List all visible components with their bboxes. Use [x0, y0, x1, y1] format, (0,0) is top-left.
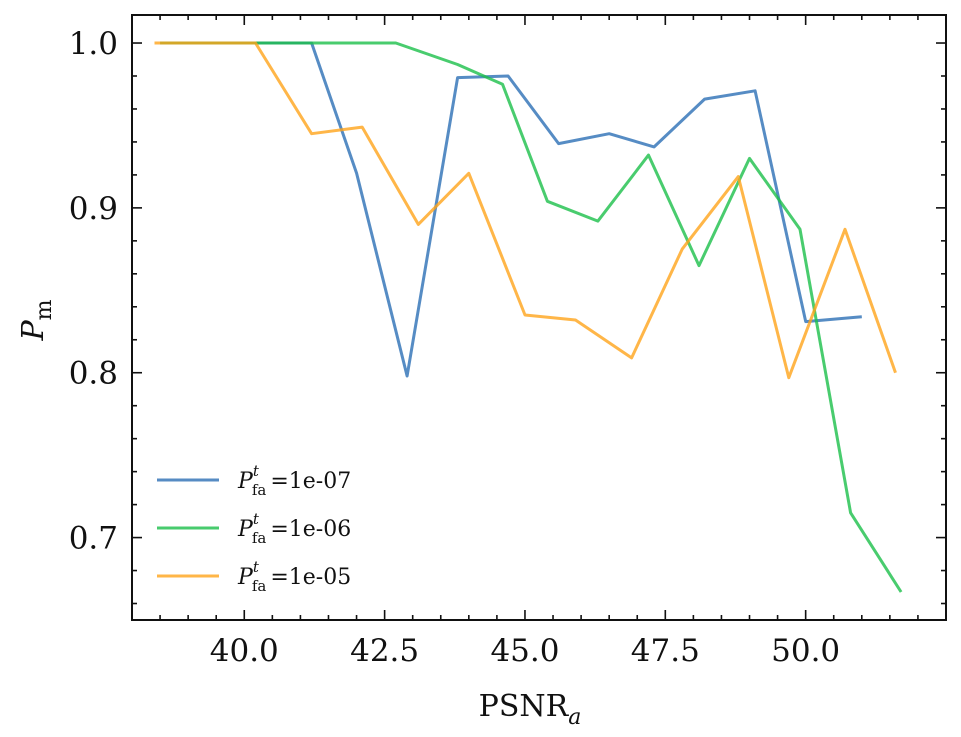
legend-symbol: P	[237, 565, 254, 590]
x-tick-label: 50.0	[771, 633, 840, 669]
y-axis-title-sub: m	[32, 299, 57, 320]
legend-label-1e-07: Pt fa =1e-07	[237, 462, 351, 499]
legend-value: =1e-07	[270, 469, 351, 494]
y-tick-label: 0.7	[69, 521, 118, 557]
legend-subscript: fa	[252, 577, 267, 595]
legend-subscript: fa	[252, 481, 267, 499]
legend-superscript: t	[253, 558, 260, 576]
legend-superscript: t	[253, 462, 260, 480]
x-axis-title: PSNRa	[479, 689, 582, 730]
y-axis-title: Pm	[16, 299, 57, 341]
plot-frame	[131, 14, 947, 621]
y-tick-label: 1.0	[69, 26, 118, 62]
x-axis-title-main: PSNR	[479, 689, 570, 724]
legend-value: =1e-06	[270, 517, 351, 542]
y-axis-title-main: P	[16, 320, 51, 342]
y-tick-label: 0.9	[69, 191, 118, 227]
x-tick-label: 45.0	[490, 633, 559, 669]
legend-label-1e-06: Pt fa =1e-06	[237, 510, 351, 547]
legend-symbol: P	[237, 517, 254, 542]
legend-symbol: P	[237, 469, 254, 494]
series-line-1e-05	[154, 41, 897, 380]
axis-ticks	[131, 15, 947, 620]
legend-superscript: t	[253, 510, 260, 528]
legend-label-1e-05: Pt fa =1e-05	[237, 558, 351, 595]
x-tick-label: 40.0	[210, 633, 279, 669]
x-axis-title-sub: a	[568, 705, 581, 730]
series-layer	[154, 41, 903, 593]
series-line-1e-07	[160, 41, 862, 378]
x-tick-label: 47.5	[631, 633, 700, 669]
x-tick-label: 42.5	[350, 633, 419, 669]
y-tick-label: 0.8	[69, 356, 118, 392]
legend-value: =1e-05	[270, 565, 351, 590]
legend-subscript: fa	[252, 529, 267, 547]
series-line-1e-06	[160, 41, 903, 593]
tick-labels: 40.0 42.5 45.0 47.5 50.0 0.7 0.8 0.9 1.0	[69, 26, 840, 669]
